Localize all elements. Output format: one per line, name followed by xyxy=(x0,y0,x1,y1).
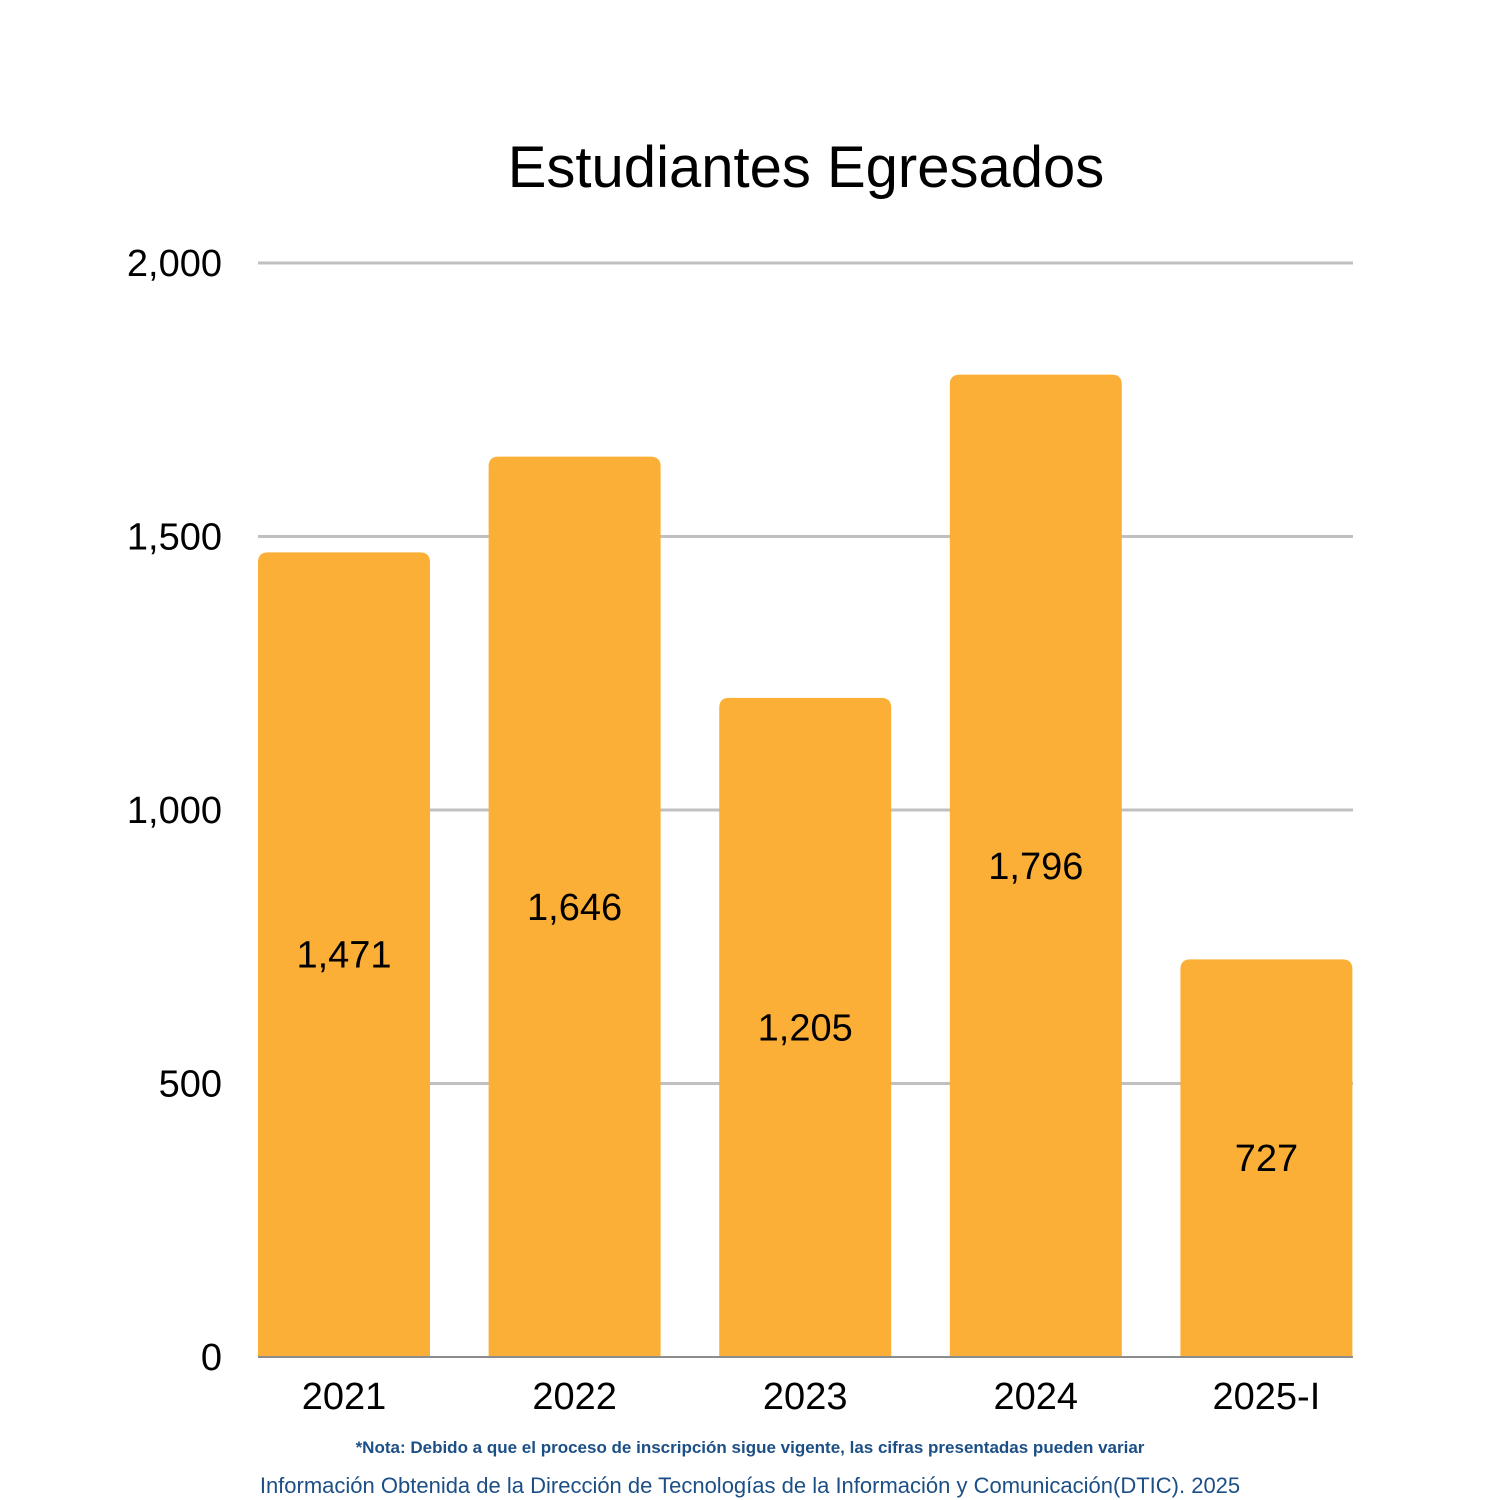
chart-title: Estudiantes Egresados xyxy=(508,135,1104,200)
y-tick-label: 2,000 xyxy=(127,243,222,285)
data-label: 1,796 xyxy=(988,846,1083,888)
y-tick-label: 1,500 xyxy=(127,517,222,559)
x-tick-label: 2022 xyxy=(532,1376,617,1418)
bar-2025-i xyxy=(1180,959,1353,1357)
data-label: 1,471 xyxy=(296,935,391,977)
x-tick-label: 2025-I xyxy=(1213,1376,1321,1418)
x-tick-label: 2023 xyxy=(763,1376,848,1418)
bar-2021 xyxy=(258,552,430,1357)
y-tick-label: 500 xyxy=(159,1064,222,1106)
x-tick-label: 2021 xyxy=(302,1376,387,1418)
source-credit: Información Obtenida de la Dirección de … xyxy=(259,1473,1241,1498)
data-label: 727 xyxy=(1235,1138,1298,1180)
x-tick-label: 2024 xyxy=(994,1376,1079,1418)
data-label: 1,205 xyxy=(758,1007,853,1049)
footnote: *Nota: Debido a que el proceso de inscri… xyxy=(355,1438,1145,1457)
y-tick-label: 1,000 xyxy=(127,790,222,832)
bar-2024 xyxy=(949,374,1122,1357)
y-tick-label: 0 xyxy=(201,1337,222,1379)
data-label: 1,646 xyxy=(527,887,622,929)
bar-2022 xyxy=(488,456,661,1357)
bar-2023 xyxy=(719,697,892,1357)
